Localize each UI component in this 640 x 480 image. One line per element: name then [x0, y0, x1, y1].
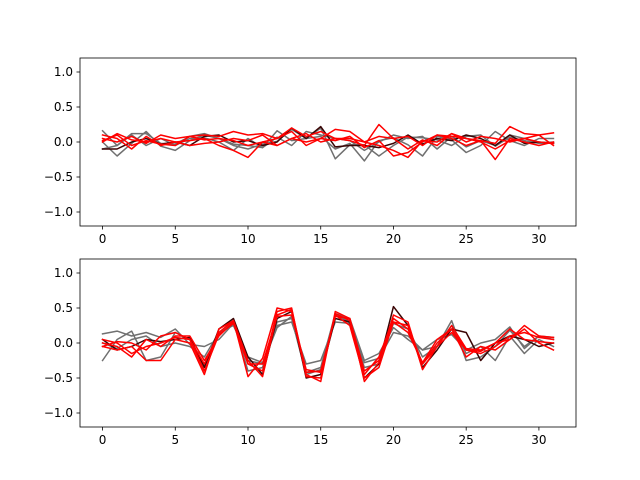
x-tick-label: 10	[240, 433, 255, 447]
y-tick-label: −1.0	[44, 205, 73, 219]
series-group	[101, 123, 555, 162]
x-tick-label: 20	[386, 232, 401, 246]
x-tick-label: 15	[313, 232, 328, 246]
x-tick-label: 15	[313, 433, 328, 447]
x-tick-label: 25	[459, 433, 474, 447]
series-line-2	[101, 128, 555, 162]
series-line-8	[101, 132, 555, 150]
series-line-7	[101, 128, 555, 159]
subplot-1: 0 5 10 15 20 25 30 −1.0 −0.5 0.0 0.5 1.0	[44, 57, 577, 246]
x-tick-label: 30	[531, 232, 546, 246]
subplot-2: 0 5 10 15 20 25 30 −1.0 −0.5 0.0 0.5 1.0	[44, 258, 577, 447]
series-line-8	[101, 314, 555, 379]
x-tick-label: 5	[171, 433, 179, 447]
y-tick-label: −0.5	[44, 170, 73, 184]
x-tick-label: 20	[386, 433, 401, 447]
y-tick-label: 0.5	[54, 301, 73, 315]
y-tick-label: 0.5	[54, 100, 73, 114]
y-tick-label: −1.0	[44, 406, 73, 420]
y-tick-label: 0.0	[54, 336, 73, 350]
x-tick-label: 30	[531, 433, 546, 447]
y-tick-label: 1.0	[54, 266, 73, 280]
y-tick-label: 0.0	[54, 135, 73, 149]
series-group	[101, 305, 555, 383]
x-tick-label: 0	[99, 433, 107, 447]
x-tick-label: 10	[240, 232, 255, 246]
x-tick-label: 25	[459, 232, 474, 246]
x-tick-label: 5	[171, 232, 179, 246]
x-tick-label: 0	[99, 232, 107, 246]
y-tick-label: 1.0	[54, 65, 73, 79]
series-line-5	[101, 123, 555, 147]
y-tick-label: −0.5	[44, 371, 73, 385]
